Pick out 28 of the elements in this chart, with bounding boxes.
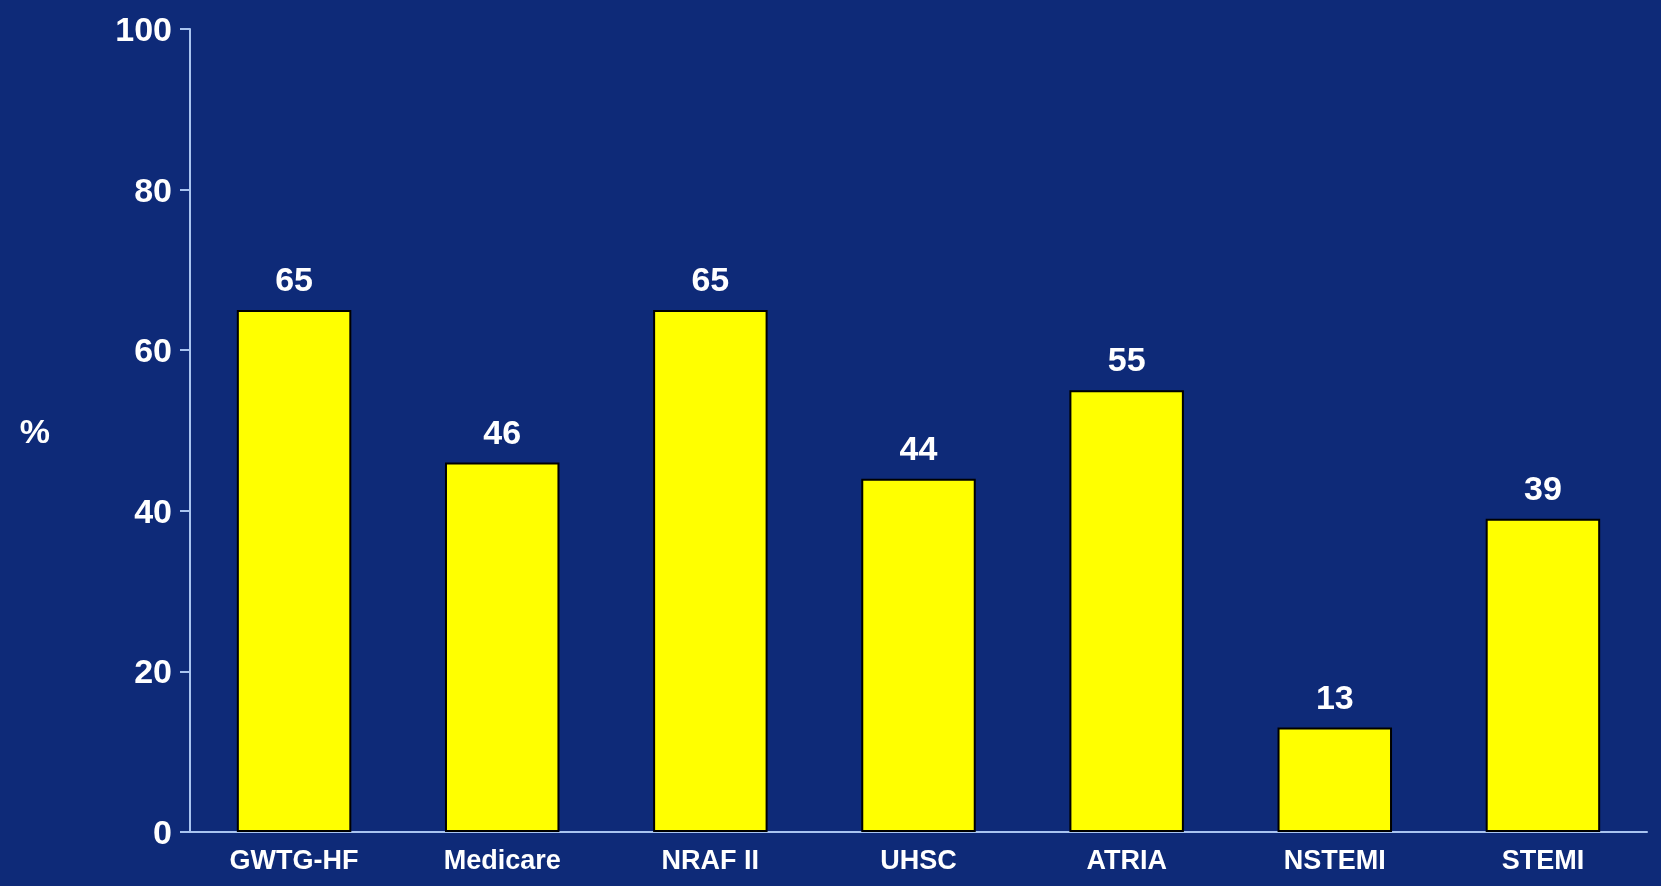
x-tick-label: Medicare [443,844,561,875]
y-tick-label: 20 [134,652,172,691]
x-tick-label: NRAF II [661,844,760,875]
bar [653,310,768,832]
y-tick-label: 40 [134,491,172,530]
bar [444,462,560,832]
x-tick-label: UHSC [880,844,957,875]
data-label: 39 [1524,468,1562,507]
data-label: 13 [1315,677,1354,716]
bar [1485,518,1601,832]
data-label: 46 [483,412,522,451]
y-tick-label: 60 [134,331,172,370]
bar [236,310,352,832]
data-label: 44 [899,428,938,467]
data-label: 65 [691,260,730,299]
x-tick-label: GWTG-HF [229,844,359,875]
data-label: 55 [1107,340,1146,379]
x-tick-label: STEMI [1501,844,1585,875]
x-tick-label: ATRIA [1086,844,1167,875]
bar [1277,727,1393,832]
y-tick-label: 80 [134,170,172,209]
bar [861,478,976,832]
y-axis-title: % [19,411,50,450]
y-tick-label: 0 [153,813,172,851]
y-tick-label: 100 [115,10,172,48]
x-tick-label: NSTEMI [1283,844,1386,875]
bar [1069,390,1184,832]
data-label: 65 [275,260,313,299]
